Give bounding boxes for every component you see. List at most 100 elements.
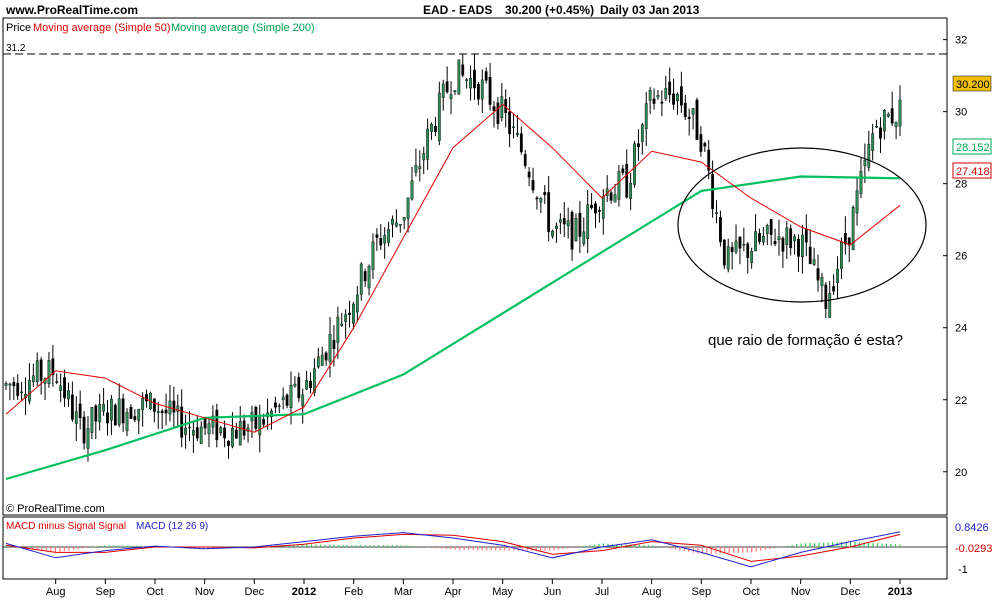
candle-body	[574, 218, 578, 241]
candle-body	[355, 294, 359, 313]
legend-ma50: Moving average (Simple 50)	[33, 22, 171, 34]
ma50-tag: 27.418	[956, 166, 990, 178]
site-title[interactable]: www.ProRealTime.com	[6, 3, 139, 17]
period-date: Daily 03 Jan 2013	[600, 3, 700, 17]
watermark: © ProRealTime.com	[6, 503, 105, 515]
candle-body	[289, 384, 293, 408]
last-price-tag-bg	[952, 75, 992, 92]
candle-body	[191, 430, 195, 436]
candle-body	[258, 415, 262, 436]
candle-body	[156, 411, 160, 413]
candle-body	[629, 183, 633, 199]
xtick-label: Dec	[841, 586, 861, 598]
candle-body	[51, 358, 55, 376]
candle-body	[711, 174, 715, 209]
candle-body	[441, 83, 445, 98]
candle-body	[39, 359, 43, 381]
candle-body	[730, 246, 734, 252]
candle-body	[328, 334, 332, 362]
candle-body	[586, 204, 590, 239]
candle-body	[223, 427, 227, 439]
xtick-label: Feb	[344, 586, 363, 598]
candle-body	[773, 240, 777, 245]
candle-body	[804, 228, 808, 243]
candle-body	[145, 394, 148, 402]
candle-body	[285, 394, 289, 406]
candle-body	[12, 382, 16, 387]
candle-body	[98, 404, 102, 423]
candle-body	[262, 419, 266, 425]
candle-body	[316, 356, 320, 368]
candle-body	[480, 79, 484, 100]
candle-body	[137, 408, 141, 421]
candle-body	[106, 412, 109, 424]
candle-body	[484, 71, 488, 81]
ma200-tag-bg	[952, 138, 992, 155]
candle-body	[547, 192, 551, 232]
price-ytick-label: 24	[955, 323, 967, 335]
candle-body	[801, 234, 804, 258]
candle-body	[539, 198, 543, 203]
candle-body	[476, 84, 480, 100]
candle-body	[324, 352, 328, 361]
candle-body	[781, 237, 785, 252]
candle-body	[613, 194, 617, 203]
candle-body	[254, 406, 258, 429]
legend-macd-signal: MACD minus Signal Signal	[6, 521, 126, 532]
ma200-tag: 28.152	[956, 142, 990, 154]
candle-body	[867, 143, 871, 168]
xtick-label: Aug	[642, 586, 662, 598]
candle-body	[578, 212, 582, 237]
legend-ma200: Moving average (Simple 200)	[171, 22, 315, 34]
xtick-label: Dec	[245, 586, 265, 598]
candle-body	[496, 102, 500, 124]
candle-body	[847, 237, 851, 246]
candle-body	[82, 416, 86, 444]
candle-body	[238, 421, 242, 446]
candle-body	[761, 236, 765, 243]
ma50-line	[5, 103, 901, 433]
candle-body	[203, 418, 207, 429]
candle-body	[184, 427, 187, 435]
price-ytick-label: 20	[955, 467, 967, 479]
candle-body	[102, 403, 105, 412]
candle-body	[176, 405, 180, 412]
xtick-label: Nov	[195, 586, 215, 598]
candle-body	[722, 239, 726, 266]
candle-body	[242, 420, 246, 436]
candle-body	[812, 259, 816, 265]
candle-body	[410, 180, 414, 200]
candle-body	[391, 218, 394, 225]
candle-body	[871, 133, 875, 151]
instrument-symbol: EAD - EADS	[423, 3, 493, 17]
ma50-tag-bg	[952, 162, 992, 179]
candle-body	[890, 108, 894, 124]
candle-body	[863, 159, 867, 167]
xtick-label: Oct	[146, 586, 163, 598]
candle-body	[566, 220, 570, 227]
candle-body	[469, 77, 472, 89]
candle-body	[828, 293, 832, 318]
macd-line	[5, 531, 901, 568]
candle-body	[660, 101, 664, 104]
candle-body	[301, 394, 305, 407]
candle-body	[519, 133, 523, 153]
xtick-label: Apr	[444, 586, 461, 598]
candle-body	[820, 276, 824, 287]
candle-body	[55, 381, 59, 383]
candle-body	[558, 219, 562, 223]
macd-panel-frame	[2, 516, 948, 580]
candle-body	[551, 230, 554, 237]
candle-body	[31, 375, 35, 383]
candle-body	[789, 228, 793, 249]
candle-body	[597, 209, 601, 212]
candle-body	[305, 380, 309, 390]
candle-body	[129, 406, 133, 419]
candle-body	[664, 88, 668, 99]
candle-body	[297, 376, 301, 399]
candle-body	[699, 134, 703, 152]
candle-body	[332, 340, 336, 349]
candle-body	[340, 323, 344, 326]
candle-body	[199, 426, 203, 444]
